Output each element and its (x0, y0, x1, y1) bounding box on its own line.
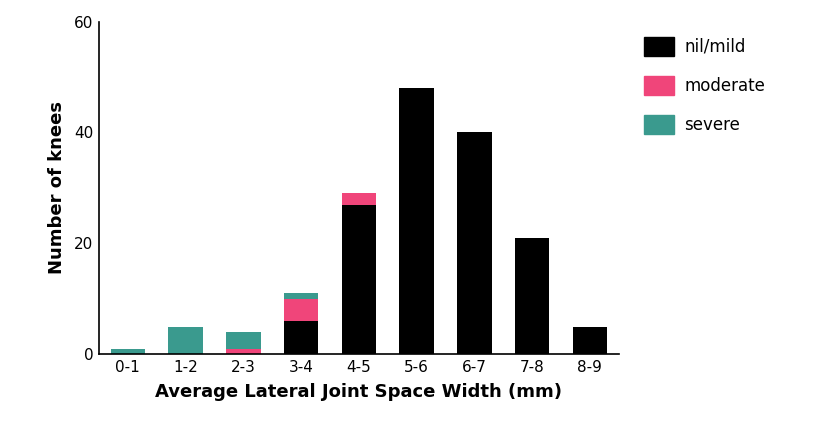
Bar (111, 349, 145, 354)
Bar (399, 88, 434, 354)
Bar (342, 205, 376, 354)
Bar (284, 321, 318, 354)
Bar (515, 238, 549, 354)
Y-axis label: Number of knees: Number of knees (48, 102, 66, 274)
Bar (342, 194, 376, 205)
Bar (168, 327, 203, 354)
Bar (573, 327, 607, 354)
Bar (226, 332, 261, 349)
Bar (284, 293, 318, 299)
X-axis label: Average Lateral Joint Space Width (mm): Average Lateral Joint Space Width (mm) (155, 383, 563, 401)
Bar (284, 299, 318, 321)
Bar (457, 133, 492, 354)
Bar (226, 349, 261, 354)
Legend: nil/mild, moderate, severe: nil/mild, moderate, severe (638, 30, 771, 141)
